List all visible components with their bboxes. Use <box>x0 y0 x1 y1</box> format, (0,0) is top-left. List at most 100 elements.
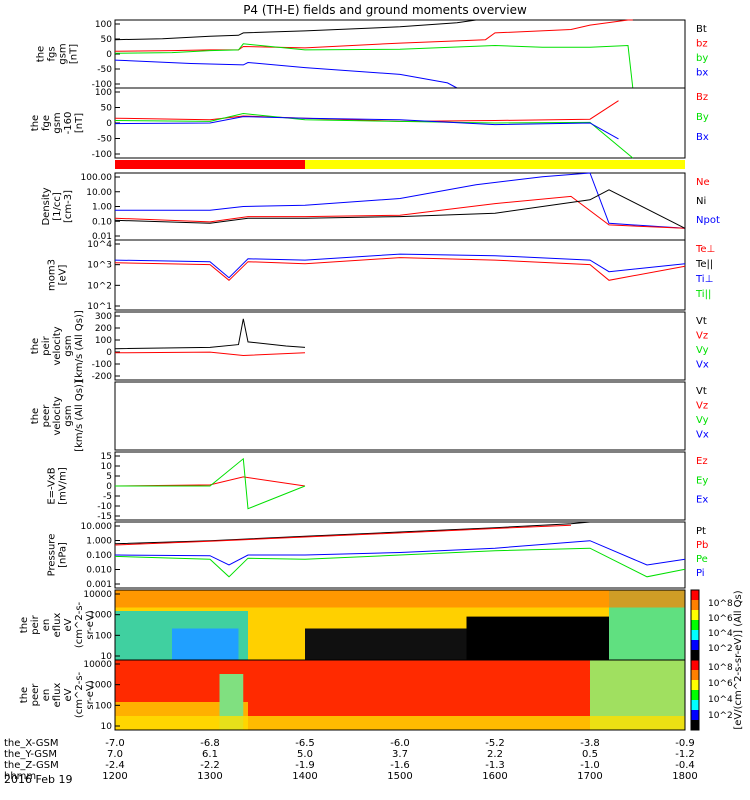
xaxis-value-3-2: 1400 <box>292 771 317 782</box>
colorbar-bottom-tick-0: 10^8 <box>708 663 733 673</box>
xaxis-row-label-1: the_Y-GSM <box>4 749 57 760</box>
panel-density: Density[1/cc][cm-3] 100.00 10.00 1.00 0.10 0.… <box>41 172 720 242</box>
ytick-fgs-2: 0 <box>106 50 112 60</box>
legend-vpeer-1: Vz <box>696 401 708 412</box>
legend-vpeir-3: Vx <box>696 360 709 371</box>
colorbar-bottom-tick-1: 10^6 <box>708 679 733 689</box>
legend-vpeer-3: Vx <box>696 430 709 441</box>
colorbar-top-tick-0: 10^8 <box>708 599 733 609</box>
xaxis-value-3-0: 1200 <box>102 771 127 782</box>
ytick-vpeir-0: 300 <box>95 312 112 322</box>
xaxis-value-0-1: -6.8 <box>200 738 220 749</box>
colorbar-bottom-stop-0 <box>691 660 699 671</box>
xaxis-value-3-4: 1600 <box>482 771 507 782</box>
series-fge-Bz <box>114 100 619 122</box>
series-efield-Ey <box>115 457 306 510</box>
ytick-peer_en-1: 1000 <box>89 681 112 691</box>
legend-temp-1: Te|| <box>695 259 713 270</box>
ytick-peir_en-0: 10000 <box>83 590 112 600</box>
xaxis-value-1-4: 2.2 <box>487 749 503 760</box>
panel-frame-vpeer <box>114 381 686 451</box>
xaxis-value-1-6: -1.2 <box>675 749 695 760</box>
series-fge-Bx <box>114 116 619 140</box>
ytick-efield-3: 0 <box>106 482 112 492</box>
ylabel-peer_en: thepeerenefluxeV(cm^2-s-sr-eV) <box>19 671 96 718</box>
xaxis-value-2-5: -1.0 <box>580 760 600 771</box>
heatmap-band-orange <box>115 590 685 608</box>
ytick-peer_en-3: 10 <box>101 722 113 732</box>
ytick-peir_en-1: 1000 <box>89 611 112 621</box>
series-vpeir-Vt <box>114 318 306 350</box>
xaxis-value-0-0: -7.0 <box>105 738 125 749</box>
xaxis-value-0-2: -6.5 <box>295 738 315 749</box>
ylabel-peir_en: thepeirenefluxeV(cm^2-s-sr-eV) <box>19 601 96 648</box>
colorbar-top-stop-1 <box>691 600 699 611</box>
colorbar-bottom-stop-4 <box>691 700 699 711</box>
ytick-vpeir-3: 0 <box>106 348 112 358</box>
ytick-density-4: 0.01 <box>92 232 112 242</box>
ytick-density-0: 100.00 <box>81 173 113 183</box>
ylabel-temp: mom3[eV] <box>47 259 69 291</box>
ytick-peer_en-2: 100 <box>95 701 112 711</box>
mode-bar-segment-0 <box>115 160 305 169</box>
legend-efield-2: Ex <box>696 495 708 506</box>
series-fgs-bx <box>114 59 458 89</box>
series-density-Ni <box>114 189 686 229</box>
ytick-pressure-4: 0.001 <box>86 580 112 590</box>
xaxis-row-label-0: the_X-GSM <box>4 738 58 749</box>
panel-temp: mom3[eV] 10^4 10^3 10^2 10^1 Te⊥ Te|| Ti⊥ Ti|| <box>47 239 715 312</box>
xaxis-value-1-0: 7.0 <box>107 749 123 760</box>
colorbar-top-stop-6 <box>691 650 699 661</box>
series-pressure-Pe <box>114 547 686 578</box>
xaxis-value-1-2: 5.0 <box>297 749 313 760</box>
xaxis-value-2-4: -1.3 <box>485 760 505 771</box>
heatmap-band-blue <box>172 628 239 660</box>
legend-fgs-1: bz <box>696 39 708 50</box>
legend-vpeir-2: Vy <box>696 345 709 356</box>
colorbar-bottom-frame <box>690 659 700 731</box>
series-fgs-Bt <box>114 19 495 41</box>
ytick-vpeir-5: -200 <box>92 372 113 382</box>
colorbar-top-stop-4 <box>691 630 699 641</box>
ytick-efield-1: 10 <box>101 462 113 472</box>
legend-vpeir-1: Vz <box>696 331 708 342</box>
xaxis-value-2-2: -1.9 <box>295 760 315 771</box>
series-efield-Ez <box>114 476 306 487</box>
ytick-fgs-1: 50 <box>101 35 113 45</box>
series-fgs-by <box>114 43 634 89</box>
ytick-pressure-0: 10.000 <box>81 522 113 532</box>
legend-temp-3: Ti|| <box>695 289 711 300</box>
panel-vpeir: thepeirvelocitygsm[km/s (All Qs)] 300 200 1… <box>30 310 709 382</box>
heatmap-band-bottom <box>115 716 685 730</box>
panel-mode <box>115 160 685 169</box>
ytick-peer_en-0: 10000 <box>83 660 112 670</box>
legend-fge-2: Bx <box>696 132 709 143</box>
ytick-density-2: 1.00 <box>92 203 112 213</box>
ylabel-pressure: Pressure[nPa] <box>47 534 69 577</box>
xaxis-value-0-6: -0.9 <box>675 738 695 749</box>
ytick-pressure-3: 0.010 <box>86 566 112 576</box>
series-temp-Ti <box>114 253 686 279</box>
xaxis-value-1-5: 0.5 <box>582 749 598 760</box>
colorbar-top-tick-3: 10^2 <box>708 644 733 654</box>
ytick-fge-4: -100 <box>92 150 113 160</box>
series-fge-By <box>114 112 634 159</box>
legend-fgs-3: bx <box>696 68 708 79</box>
ytick-fge-3: -50 <box>97 135 112 145</box>
xaxis-value-3-3: 1500 <box>387 771 412 782</box>
legend-vpeir-0: Vt <box>696 316 707 327</box>
colorbar-bottom-stop-6 <box>691 720 699 731</box>
xaxis-value-2-3: -1.6 <box>390 760 410 771</box>
ytick-temp-1: 10^3 <box>87 261 112 271</box>
ytick-vpeir-2: 100 <box>95 336 112 346</box>
ytick-fge-0: 100 <box>95 88 112 98</box>
panel-peer_en: thepeerenefluxeV(cm^2-s-sr-eV)10000 1000 1… <box>19 659 686 732</box>
series-density-Npot <box>115 172 686 229</box>
ytick-fge-1: 50 <box>101 104 113 114</box>
xaxis-value-3-6: 1800 <box>672 771 697 782</box>
legend-fgs-2: by <box>696 53 708 64</box>
colorbar-bottom-stop-2 <box>691 680 699 691</box>
ytick-efield-5: -10 <box>97 502 112 512</box>
legend-pressure-1: Pb <box>696 540 708 551</box>
ytick-efield-6: -15 <box>97 512 112 522</box>
